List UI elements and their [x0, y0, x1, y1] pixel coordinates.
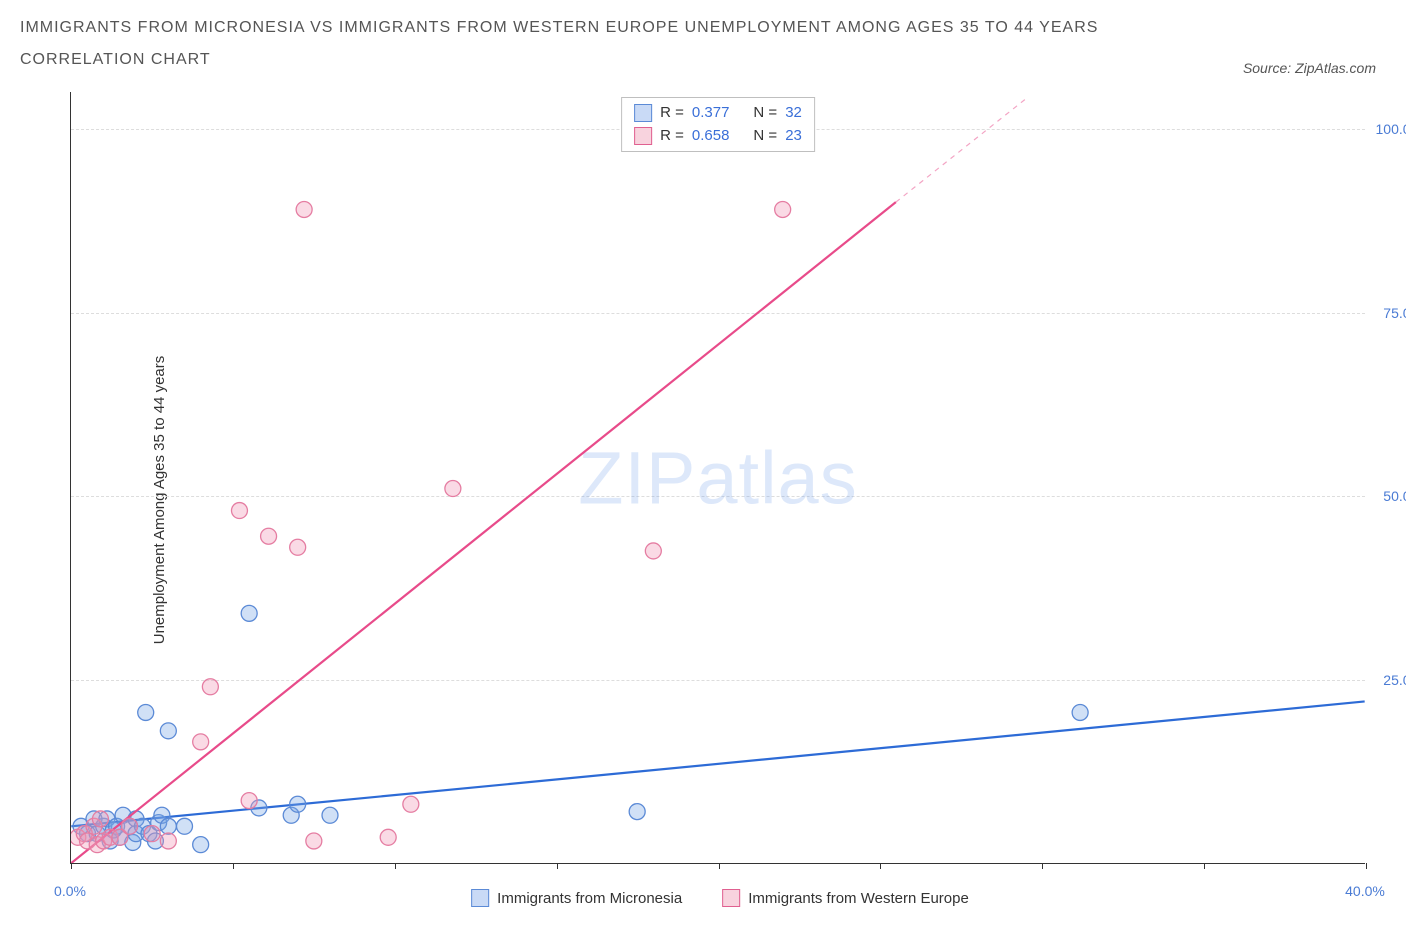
legend-label-1: Immigrants from Micronesia	[497, 890, 682, 907]
n-label-2: N =	[753, 125, 777, 148]
legend-item-2: Immigrants from Western Europe	[722, 889, 969, 907]
stats-row-2: R = 0.658 N = 23	[634, 125, 802, 148]
legend-swatch-blue-icon	[471, 889, 489, 907]
r-value-1: 0.377	[692, 102, 730, 125]
chart-title-line1: IMMIGRANTS FROM MICRONESIA VS IMMIGRANTS…	[20, 12, 1386, 44]
swatch-blue-icon	[634, 104, 652, 122]
xtick-label: 0.0%	[54, 883, 86, 899]
xtick-label: 40.0%	[1345, 883, 1385, 899]
ytick-label: 75.0%	[1383, 305, 1406, 321]
legend-swatch-pink-icon	[722, 889, 740, 907]
chart-title-line2: CORRELATION CHART	[20, 44, 1386, 76]
title-area: IMMIGRANTS FROM MICRONESIA VS IMMIGRANTS…	[0, 0, 1406, 76]
chart-container: Unemployment Among Ages 35 to 44 years Z…	[60, 92, 1380, 907]
r-label-2: R =	[660, 125, 684, 148]
n-label-1: N =	[753, 102, 777, 125]
bottom-legend: Immigrants from Micronesia Immigrants fr…	[471, 889, 969, 907]
n-value-1: 32	[785, 102, 802, 125]
legend-item-1: Immigrants from Micronesia	[471, 889, 682, 907]
stats-box: R = 0.377 N = 32 R = 0.658 N = 23	[621, 97, 815, 152]
n-value-2: 23	[785, 125, 802, 148]
ytick-label: 100.0%	[1376, 121, 1406, 137]
scatter-plot-svg	[71, 92, 1365, 863]
r-value-2: 0.658	[692, 125, 730, 148]
swatch-pink-icon	[634, 127, 652, 145]
source-attribution: Source: ZipAtlas.com	[1243, 60, 1376, 76]
plot-area: ZIPatlas R = 0.377 N = 32 R = 0.658 N = …	[70, 92, 1365, 864]
ytick-label: 50.0%	[1383, 488, 1406, 504]
stats-row-1: R = 0.377 N = 32	[634, 102, 802, 125]
ytick-label: 25.0%	[1383, 672, 1406, 688]
legend-label-2: Immigrants from Western Europe	[748, 890, 969, 907]
r-label-1: R =	[660, 102, 684, 125]
